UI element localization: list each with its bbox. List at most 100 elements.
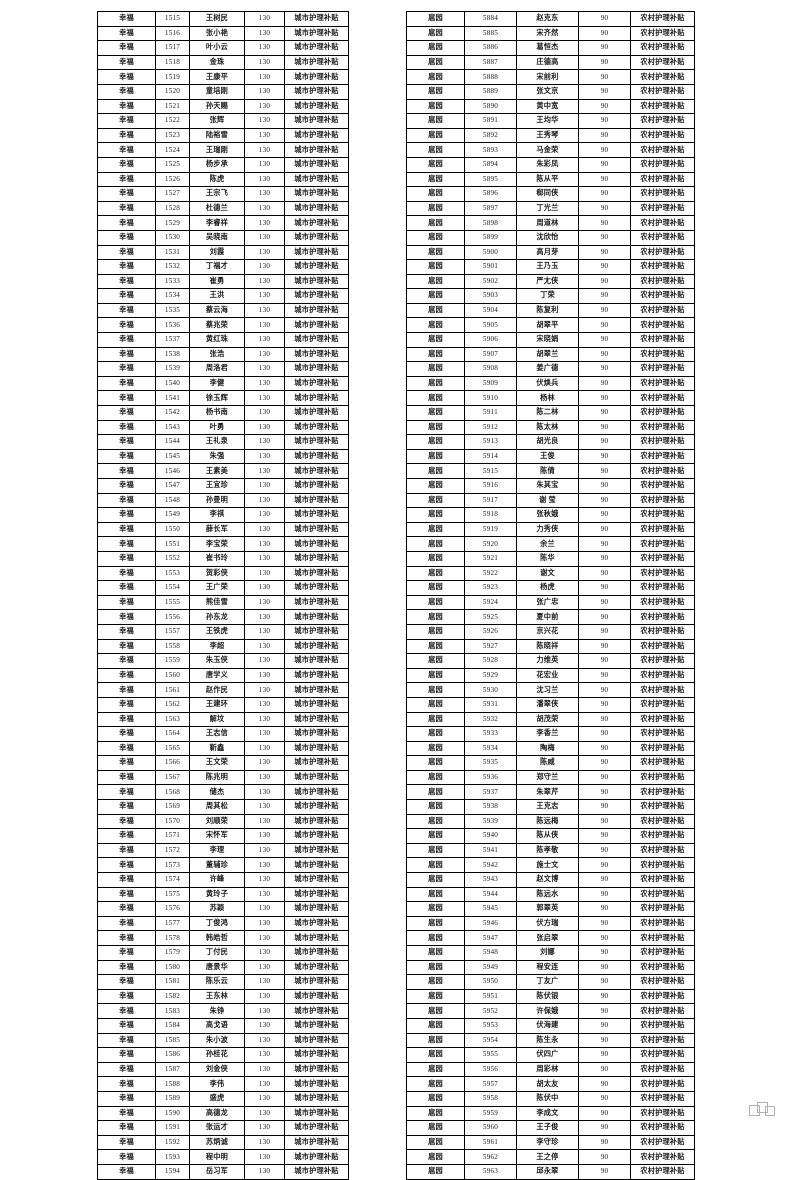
cell-person-name: 蔡云海: [189, 302, 245, 319]
cell-amount: 130: [244, 813, 285, 830]
cell-person-name: 王秀琴: [516, 127, 579, 144]
cell-district: 幸福: [97, 886, 156, 903]
cell-district: 幸福: [97, 127, 156, 144]
cell-subsidy-type: 农村护理补贴: [630, 1149, 695, 1165]
cell-amount: 90: [578, 901, 631, 917]
table-row: 幸福 1546 王素美 130 城市护理补贴: [97, 463, 349, 479]
cell-sequence-number: 5920: [464, 536, 517, 552]
cell-amount: 130: [244, 390, 285, 407]
table-row: 幸福 1549 李祺 130 城市护理补贴: [97, 507, 349, 523]
cell-sequence-number: 1542: [155, 405, 190, 421]
cell-subsidy-type: 农村护理补贴: [630, 653, 695, 669]
cell-person-name: 李理: [189, 842, 245, 859]
cell-amount: 130: [244, 273, 285, 290]
cell-district: 幸福: [97, 769, 156, 786]
cell-district: 幸福: [97, 696, 156, 713]
cell-district: 扈园: [406, 273, 465, 290]
cell-person-name: 陈从侠: [516, 828, 579, 844]
cell-district: 扈园: [406, 915, 465, 932]
cell-amount: 90: [578, 711, 631, 728]
cell-person-name: 李守珍: [516, 1134, 579, 1151]
cell-district: 幸福: [97, 390, 156, 407]
table-row: 扈园 5932 胡茂荣 90 农村护理补贴: [406, 711, 695, 728]
cell-person-name: 谢文: [516, 565, 579, 582]
cell-amount: 130: [244, 536, 285, 552]
cell-subsidy-type: 城市护理补贴: [284, 653, 349, 669]
cell-person-name: 赵作民: [189, 682, 245, 698]
cell-district: 幸福: [97, 1076, 156, 1092]
cell-person-name: 朱小波: [189, 1032, 245, 1049]
cell-subsidy-type: 城市护理补贴: [284, 54, 349, 71]
cell-person-name: 王礼泉: [189, 434, 245, 450]
cell-amount: 90: [578, 200, 631, 217]
table-row: 幸福 1526 陈虎 130 城市护理补贴: [97, 171, 349, 188]
table-row: 幸福 1552 崔书玲 130 城市护理补贴: [97, 550, 349, 567]
cell-person-name: 崔勇: [189, 273, 245, 290]
cell-sequence-number: 1516: [155, 25, 190, 42]
cell-district: 幸福: [97, 623, 156, 640]
cell-sequence-number: 1525: [155, 156, 190, 173]
cell-person-name: 王宜珍: [189, 478, 245, 494]
cell-district: 幸福: [97, 653, 156, 669]
cell-subsidy-type: 农村护理补贴: [630, 156, 695, 173]
cell-district: 幸福: [97, 273, 156, 290]
cell-sequence-number: 1574: [155, 872, 190, 888]
cell-amount: 130: [244, 1163, 285, 1180]
cell-subsidy-type: 农村护理补贴: [630, 507, 695, 523]
cell-district: 扈园: [406, 54, 465, 71]
cell-amount: 130: [244, 653, 285, 669]
cell-amount: 130: [244, 580, 285, 596]
cell-district: 幸福: [97, 288, 156, 304]
cell-person-name: 熊佳雪: [189, 594, 245, 611]
cell-subsidy-type: 农村护理补贴: [630, 959, 695, 976]
cell-district: 幸福: [97, 638, 156, 655]
cell-person-name: 张运才: [189, 1120, 245, 1136]
cell-person-name: 刘娜: [516, 945, 579, 961]
cell-district: 幸福: [97, 54, 156, 71]
cell-subsidy-type: 城市护理补贴: [284, 696, 349, 713]
table-row: 幸福 1591 张运才 130 城市护理补贴: [97, 1120, 349, 1136]
cell-sequence-number: 5926: [464, 623, 517, 640]
cell-subsidy-type: 农村护理补贴: [630, 696, 695, 713]
cell-district: 扈园: [406, 156, 465, 173]
cell-sequence-number: 5910: [464, 390, 517, 407]
cell-amount: 90: [578, 448, 631, 465]
cell-subsidy-type: 农村护理补贴: [630, 521, 695, 538]
cell-person-name: 张小艳: [189, 25, 245, 42]
cell-subsidy-type: 城市护理补贴: [284, 842, 349, 859]
cell-district: 扈园: [406, 609, 465, 625]
cell-amount: 130: [244, 638, 285, 655]
cell-subsidy-type: 城市护理补贴: [284, 229, 349, 246]
cell-person-name: 陈远水: [516, 886, 579, 903]
cell-sequence-number: 5899: [464, 229, 517, 246]
cell-sequence-number: 1594: [155, 1163, 190, 1180]
cell-person-name: 伏四广: [516, 1047, 579, 1063]
cell-district: 幸福: [97, 259, 156, 275]
cell-amount: 130: [244, 799, 285, 815]
cell-sequence-number: 5925: [464, 609, 517, 625]
table-row: 扈园 5893 马金荣 90 农村护理补贴: [406, 142, 695, 158]
table-row: 扈园 5937 朱翠芹 90 农村护理补贴: [406, 784, 695, 801]
cell-sequence-number: 5884: [464, 11, 517, 27]
cell-sequence-number: 5949: [464, 959, 517, 976]
cell-sequence-number: 1549: [155, 507, 190, 523]
cell-subsidy-type: 农村护理补贴: [630, 317, 695, 334]
table-row: 扈园 5915 陈倩 90 农村护理补贴: [406, 463, 695, 479]
table-row: 扈园 5894 朱彩凤 90 农村护理补贴: [406, 156, 695, 173]
cell-amount: 90: [578, 974, 631, 990]
cell-person-name: 朱铮: [189, 1003, 245, 1019]
cell-amount: 90: [578, 667, 631, 684]
cell-amount: 130: [244, 448, 285, 465]
cell-district: 幸福: [97, 186, 156, 202]
cell-amount: 130: [244, 492, 285, 509]
table-row: 扈园 5912 陈太林 90 农村护理补贴: [406, 419, 695, 436]
table-row: 扈园 5917 谢 莹 90 农村护理补贴: [406, 492, 695, 509]
cell-amount: 130: [244, 901, 285, 917]
cell-sequence-number: 1527: [155, 186, 190, 202]
table-row: 幸福 1559 朱玉侠 130 城市护理补贴: [97, 653, 349, 669]
cell-subsidy-type: 农村护理补贴: [630, 755, 695, 771]
cell-amount: 90: [578, 419, 631, 436]
table-row: 扈园 5955 伏四广 90 农村护理补贴: [406, 1047, 695, 1063]
cell-person-name: 解坟: [189, 711, 245, 728]
cell-sequence-number: 5919: [464, 521, 517, 538]
